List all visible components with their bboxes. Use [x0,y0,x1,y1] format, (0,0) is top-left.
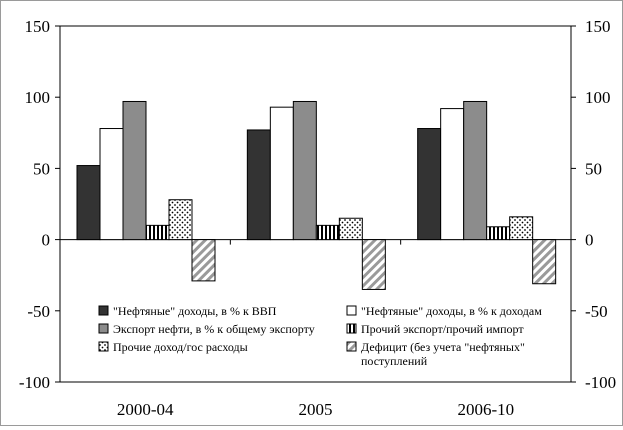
legend-swatch [346,341,357,352]
legend-item: Прочие доход/гос расходы [98,340,248,354]
bar [99,128,124,241]
bar [338,217,363,241]
legend-label: Прочие доход/гос расходы [113,340,248,354]
bar [486,226,511,241]
legend-item: "Нефтяные" доходы, в % к доходам [346,304,542,318]
legend-item: Экспорт нефти, в % к общему экспорту [98,322,315,336]
y-tick-label-right: 150 [585,17,611,36]
y-tick-label-left: -100 [19,373,50,392]
y-tick-label-left: 100 [25,88,51,107]
y-tick-label-left: 50 [33,159,50,178]
legend-swatch [346,323,357,334]
legend-label: Экспорт нефти, в % к общему экспорту [113,322,315,336]
bar [463,100,488,241]
legend-item: Прочий экспорт/прочий импорт [346,322,524,336]
bar [269,106,294,241]
bar [532,239,557,285]
bar [417,128,442,241]
bar [315,224,340,241]
legend-label: "Нефтяные" доходы, в % к ВВП [113,304,277,318]
y-tick-label-left: -50 [27,302,50,321]
legend-swatch [98,341,109,352]
legend-item: Дефицит (без учета "нефтяных"поступлений [346,340,525,368]
bar [292,100,317,241]
y-tick-label-right: 50 [585,159,602,178]
legend-label: поступлений [361,354,428,368]
legend-swatch [346,305,357,316]
bar [509,216,534,241]
y-tick-label-left: 0 [42,231,51,250]
bar [440,108,465,241]
x-tick-label: 2000-04 [117,400,174,419]
legend-swatch [98,305,109,316]
x-tick-label: 2005 [299,400,333,419]
legend-label: "Нефтяные" доходы, в % к доходам [361,304,542,318]
legend-label: Дефицит (без учета "нефтяных" [361,340,525,354]
bar [191,239,216,282]
legend-label: Прочий экспорт/прочий импорт [361,322,524,336]
x-tick-label: 2006-10 [457,400,514,419]
bar [76,165,101,241]
bar [145,224,170,241]
legend-item: "Нефтяные" доходы, в % к ВВП [98,304,277,318]
y-tick-label-right: 0 [585,231,594,250]
y-tick-label-right: -100 [585,373,616,392]
y-tick-label-right: 100 [585,88,611,107]
bar [168,199,193,241]
bar [361,239,386,290]
bar [246,129,271,241]
y-tick-label-right: -50 [585,302,608,321]
legend-swatch [98,323,109,334]
plot-area [59,25,572,383]
bar [122,100,147,241]
y-tick-label-left: 150 [25,17,51,36]
